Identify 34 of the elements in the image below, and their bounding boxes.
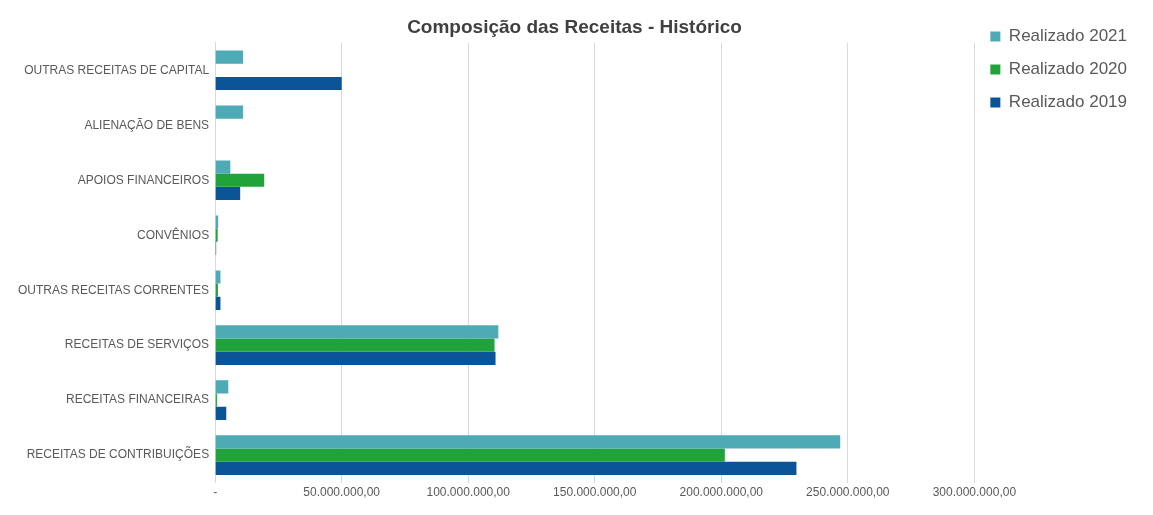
bar [215, 448, 725, 462]
bar [215, 435, 841, 449]
y-tick-label: RECEITAS DE CONTRIBUIÇÕES [26, 446, 210, 462]
y-tick-label: OUTRAS RECEITAS CORRENTES [17, 282, 210, 297]
x-tick-label: 300.000.000,00 [932, 485, 1017, 500]
bar [215, 105, 243, 119]
legend-label: Realizado 2019 [1008, 92, 1128, 112]
x-tick-label: 100.000.000,00 [426, 485, 511, 500]
bar [215, 406, 227, 420]
y-tick-label: APOIOS FINANCEIROS [77, 172, 210, 187]
bar [215, 50, 243, 64]
bar [215, 461, 797, 475]
x-tick-label: 150.000.000,00 [553, 485, 637, 500]
legend-label: Realizado 2021 [1008, 26, 1128, 46]
y-tick-label: CONVÊNIOS [137, 226, 210, 242]
bar [215, 351, 496, 365]
bar [215, 338, 495, 352]
x-tick-label: 250.000.000,00 [806, 485, 890, 500]
x-tick-label: 200.000.000,00 [679, 485, 764, 500]
y-tick-label: ALIENAÇÃO DE BENS [84, 117, 210, 132]
legend-label: Realizado 2020 [1008, 59, 1128, 79]
x-tick-label: - [213, 485, 218, 500]
bar [215, 173, 265, 187]
bar [215, 186, 241, 201]
chart-title: Composição das Receitas - Histórico [407, 15, 742, 37]
bar [215, 160, 231, 174]
bar [215, 76, 342, 91]
x-tick-label: 50.000.000,00 [303, 485, 381, 500]
bar [215, 380, 229, 394]
y-tick-label: RECEITAS DE SERVIÇOS [64, 337, 210, 352]
y-tick-label: RECEITAS FINANCEIRAS [65, 392, 210, 407]
bar [215, 325, 499, 339]
y-tick-label: OUTRAS RECEITAS DE CAPITAL [24, 62, 210, 77]
bar [215, 228, 218, 242]
